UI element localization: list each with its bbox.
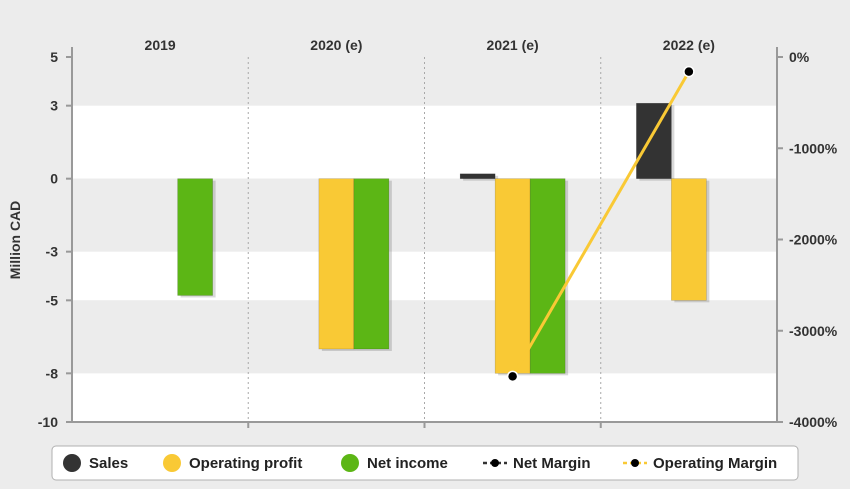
y2-axis-ticks: 0% -1000% -2000% -3000% -4000% [789,49,838,430]
bar-operating-profit [671,178,707,301]
legend-label-operating-margin: Operating Margin [653,455,777,472]
line-operating-margin-point [683,65,695,78]
y-axis-title: Million CAD [7,201,23,280]
bar-sales [636,102,672,179]
legend-dot-operating-margin [631,459,639,467]
legend-label-operating-profit: Operating profit [189,455,302,472]
y-tick-label: 5 [50,49,58,65]
bar-sales [459,173,496,179]
bar-operating-profit [494,178,531,374]
y2-tick-label: -4000% [789,414,838,430]
axes [66,47,783,428]
y2-tick-label: 0% [789,49,810,65]
category-separators [247,57,602,422]
y-tick-label: -10 [38,414,58,430]
legend: Sales Operating profit Net income Net Margi… [51,445,799,481]
category-labels: 2019 2020 (e) 2021 (e) 2022 (e) [145,37,715,53]
legend-dot-net-margin [491,459,499,467]
bar-net-income [529,178,566,374]
y2-tick-label: -1000% [789,140,838,156]
margin-lines [506,65,695,383]
y2-tick-label: -2000% [789,232,838,248]
bar-operating-profit [318,178,355,350]
legend-swatch-net-income [341,454,359,472]
category-label: 2020 (e) [310,37,362,53]
bar-net-income [177,178,213,296]
legend-box [51,445,799,481]
y-tick-label: -8 [46,365,59,381]
line-operating-margin [511,70,691,378]
y-tick-label: 3 [50,98,58,114]
bar-net-income [353,178,390,350]
legend-label-net-income: Net income [367,455,448,472]
y-tick-label: -3 [46,244,59,260]
legend-swatch-operating-profit [163,454,181,472]
y2-tick-label: -3000% [789,323,838,339]
y-tick-label: 0 [50,171,58,187]
line-operating-margin-point [506,370,519,383]
legend-swatch-sales [63,454,81,472]
legend-label-net-margin: Net Margin [513,455,591,472]
bars [177,102,710,376]
category-label: 2022 (e) [663,37,715,53]
y-tick-label: -5 [46,292,59,308]
category-label: 2021 (e) [487,37,539,53]
y-axis-ticks: 5 3 0 -3 -5 -8 -10 [38,49,58,430]
legend-label-sales: Sales [89,455,128,472]
category-label: 2019 [145,37,176,53]
